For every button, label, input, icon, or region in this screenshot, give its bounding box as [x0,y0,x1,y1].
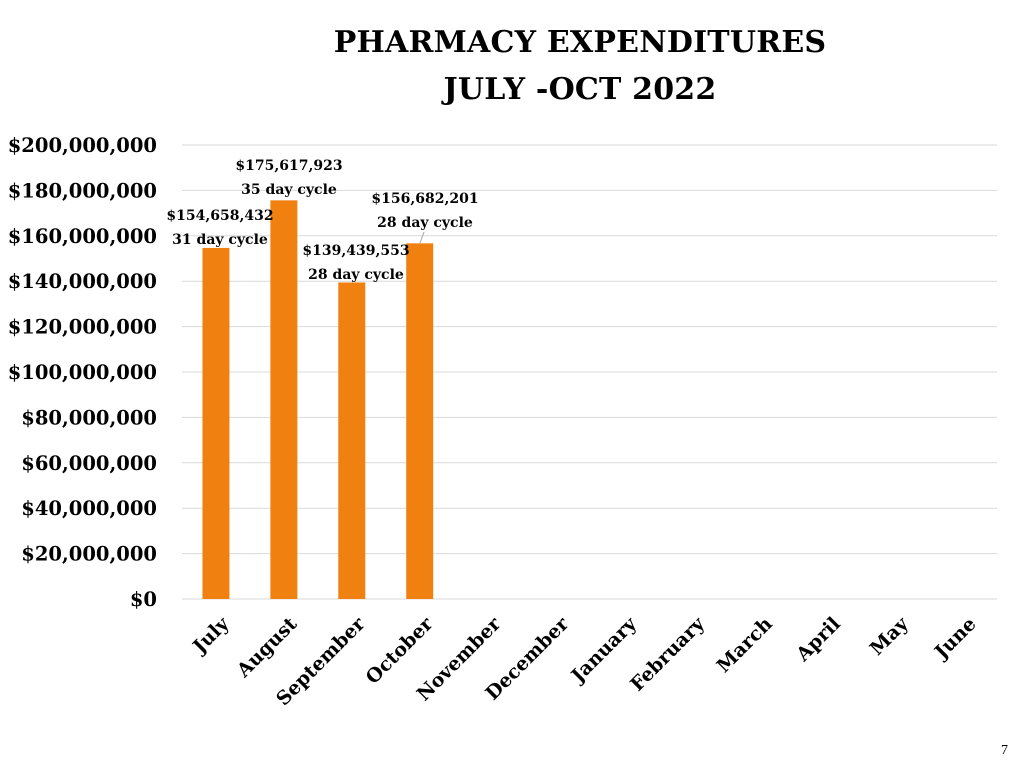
data-label-note: 31 day cycle [172,232,268,248]
data-label-note: 28 day cycle [308,267,404,283]
y-tick-label: $200,000,000 [8,134,157,157]
data-label-september: $139,439,553 28 day cycle [302,243,409,283]
data-label-note: 28 day cycle [377,215,473,231]
x-tick-label: August [232,613,302,683]
chart-subtitle: JULY -OCT 2022 [443,72,717,107]
bar-october [406,243,434,599]
data-label-amount: $156,682,201 [371,191,478,207]
data-label-amount: $139,439,553 [302,243,409,259]
y-tick-label: $160,000,000 [8,225,157,248]
x-tick-label: March [713,613,777,677]
y-tick-label: $20,000,000 [21,543,157,566]
data-label-october: $156,682,201 28 day cycle [371,191,478,231]
bar-july [202,247,230,599]
y-tick-label: $100,000,000 [8,361,157,384]
y-tick-label: $60,000,000 [21,452,157,475]
x-tick-label: June [929,613,980,664]
y-tick-label: $120,000,000 [8,316,157,339]
data-label-note: 35 day cycle [241,182,337,198]
x-axis-tick-labels: July AugustSeptemberOctoberNovemberDecemb… [187,612,980,710]
data-label-august: $175,617,923 35 day cycle [235,158,342,198]
data-label-amount: $154,658,432 [166,208,273,224]
y-axis-tick-labels: $0 $20,000,000 $40,000,000 $60,000,000 $80,0… [8,134,157,611]
data-labels: $154,658,432 31 day cycle $175,617,923 35 d… [166,158,478,283]
y-tick-label: $40,000,000 [21,497,157,520]
y-tick-label: $140,000,000 [8,270,157,293]
x-tick-label: February [626,612,709,695]
y-tick-label: $0 [130,588,157,611]
x-tick-label: July [187,612,234,659]
data-label-july: $154,658,432 31 day cycle [166,208,273,248]
bar-september [338,282,366,599]
bar-august [270,200,298,599]
chart-title: PHARMACY EXPENDITURES [333,25,827,60]
bars [202,200,434,599]
grid-lines [182,144,997,600]
page-number: 7 [1001,743,1008,758]
data-label-amount: $175,617,923 [235,158,342,174]
x-tick-label: May [866,612,914,660]
y-tick-label: $80,000,000 [21,406,157,429]
leader-line [419,231,425,244]
y-tick-label: $180,000,000 [8,179,157,202]
x-tick-label: April [791,613,844,666]
